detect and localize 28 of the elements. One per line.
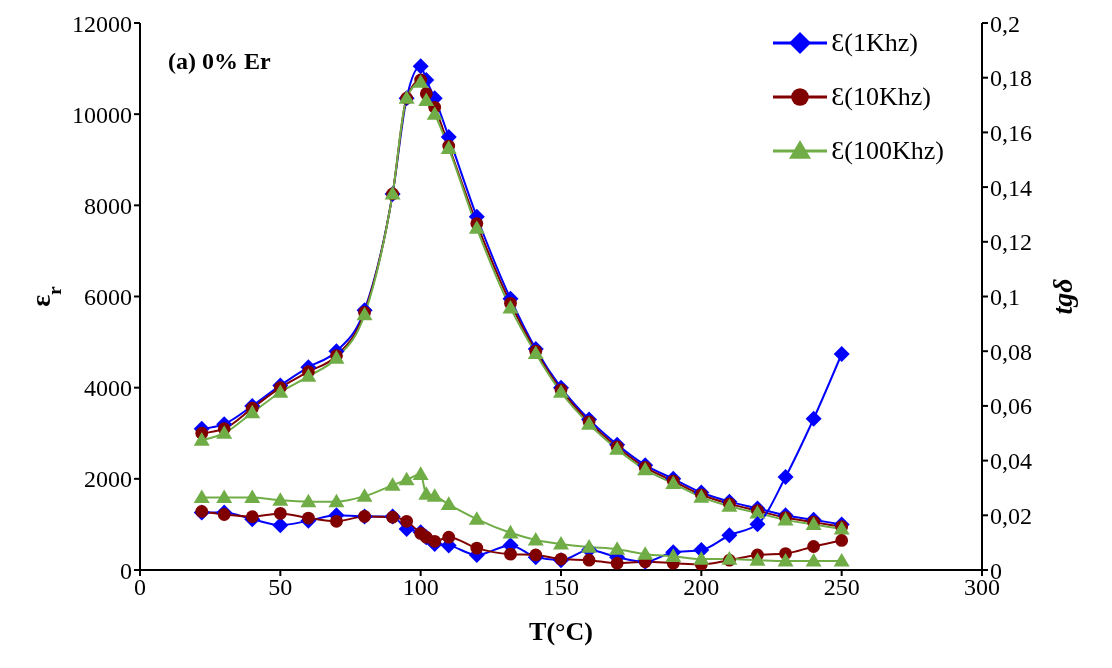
y-tick-label: 6000 — [84, 284, 132, 311]
y2-tick-label: 0,18 — [990, 65, 1032, 92]
y2-tick-label: 0,08 — [990, 338, 1032, 365]
y2-tick-label: 0,04 — [990, 448, 1032, 475]
y-tick-label: 2000 — [84, 466, 132, 493]
y2-tick-label: 0,12 — [990, 229, 1032, 256]
y-tick-label: 10000 — [72, 101, 132, 128]
x-tick-label: 250 — [823, 574, 860, 601]
y2-tick-label: 0,1 — [990, 284, 1020, 311]
y2-tick-label: 0,14 — [990, 174, 1032, 201]
y2-axis-title: tgδ — [1047, 278, 1078, 315]
legend-label: Ɛ(1Khz) — [831, 28, 918, 58]
y-tick-label: 12000 — [72, 10, 132, 37]
y-tick-label: 8000 — [84, 192, 132, 219]
legend-label: Ɛ(100Khz) — [831, 136, 944, 166]
y2-tick-label: 0,16 — [990, 119, 1032, 146]
legend-label: Ɛ(10Khz) — [831, 82, 931, 112]
x-tick-label: 100 — [402, 574, 439, 601]
y2-tick-label: 0,06 — [990, 393, 1032, 420]
y2-tick-label: 0,2 — [990, 10, 1020, 37]
y-tick-label: 0 — [120, 557, 132, 584]
x-tick-label: 50 — [268, 574, 293, 601]
x-tick-label: 150 — [543, 574, 579, 601]
y2-tick-label: 0,02 — [990, 502, 1032, 529]
x-axis-title: T(°C) — [529, 617, 593, 646]
y-tick-label: 4000 — [84, 375, 132, 402]
x-tick-label: 200 — [683, 574, 720, 601]
annotation: (a) 0% Er — [168, 48, 271, 75]
